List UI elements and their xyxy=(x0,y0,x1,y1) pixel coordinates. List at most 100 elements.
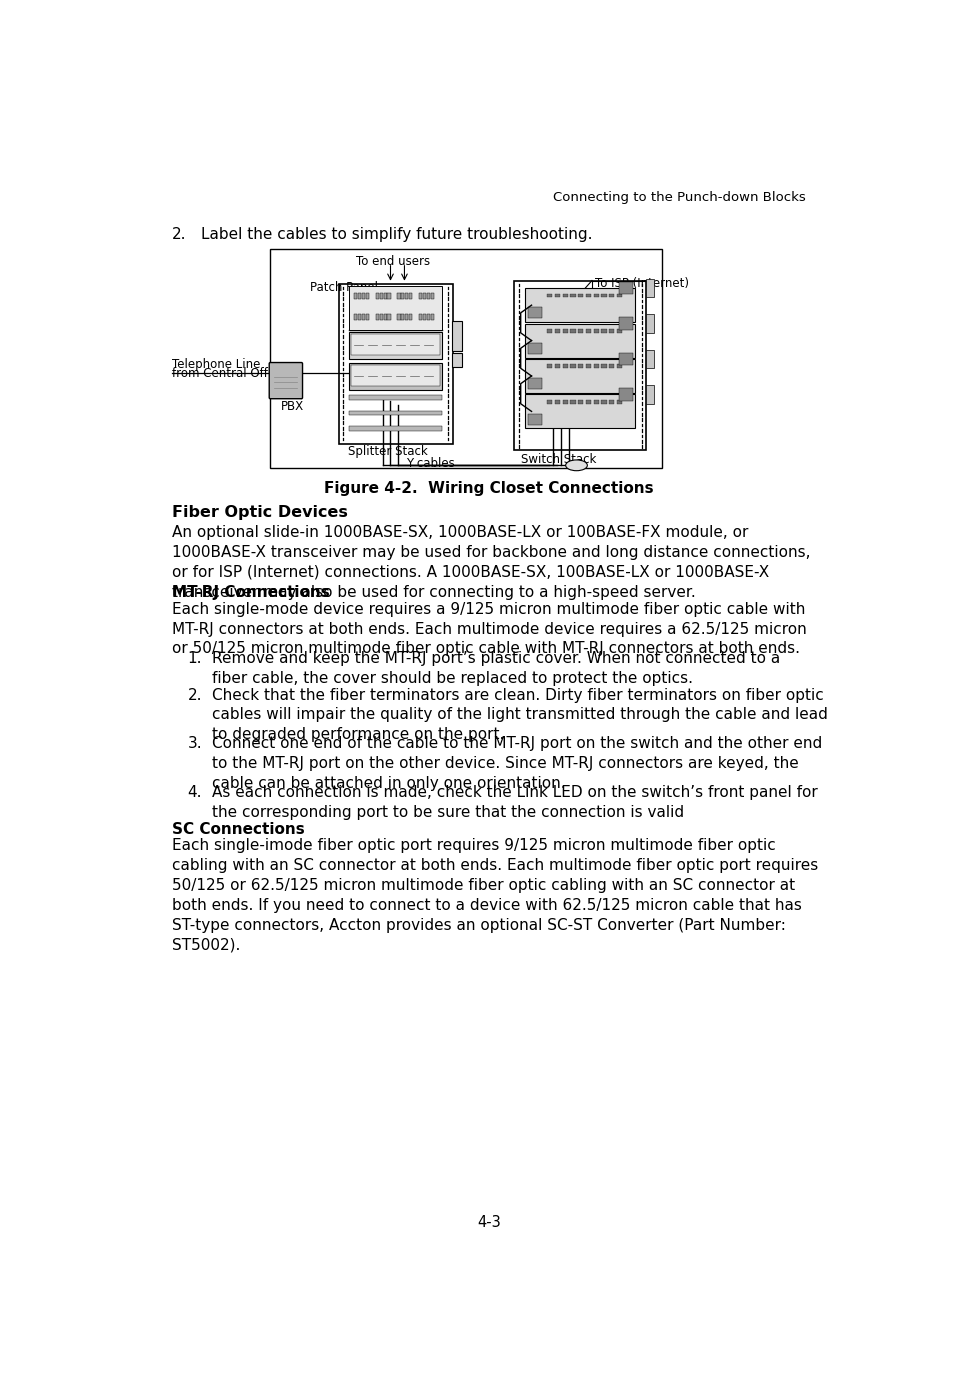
Bar xyxy=(528,379,542,389)
Bar xyxy=(525,394,635,429)
Text: As each connection is made, check the Link LED on the switch’s front panel for
t: As each connection is made, check the Li… xyxy=(212,786,817,820)
Bar xyxy=(608,294,614,297)
Bar xyxy=(357,293,360,298)
Text: 2.: 2. xyxy=(172,226,186,242)
Bar xyxy=(361,293,365,298)
Bar xyxy=(562,365,567,368)
Bar xyxy=(270,248,661,468)
Bar xyxy=(617,365,621,368)
Text: Label the cables to simplify future troubleshooting.: Label the cables to simplify future trou… xyxy=(200,226,592,242)
Bar xyxy=(349,396,441,400)
Bar xyxy=(562,329,567,333)
Bar xyxy=(409,293,412,298)
FancyBboxPatch shape xyxy=(269,362,302,398)
Text: Y cables: Y cables xyxy=(406,457,455,471)
Bar xyxy=(401,314,404,319)
Bar xyxy=(593,400,598,404)
Bar xyxy=(578,294,583,297)
Bar xyxy=(578,365,583,368)
Bar xyxy=(608,329,614,333)
Bar xyxy=(349,426,441,430)
Bar xyxy=(555,294,559,297)
Bar xyxy=(375,314,378,319)
Bar xyxy=(555,329,559,333)
Text: Figure 4-2.  Wiring Closet Connections: Figure 4-2. Wiring Closet Connections xyxy=(324,480,653,496)
Bar xyxy=(546,294,552,297)
Bar xyxy=(617,329,621,333)
Bar xyxy=(452,321,461,351)
Bar xyxy=(418,314,422,319)
Text: from Central Office: from Central Office xyxy=(172,366,285,380)
Bar xyxy=(600,294,606,297)
Text: 1.: 1. xyxy=(187,651,202,666)
Text: Connect one end of the cable to the MT-RJ port on the switch and the other end
t: Connect one end of the cable to the MT-R… xyxy=(212,737,821,791)
Bar xyxy=(618,389,633,401)
Bar xyxy=(379,314,382,319)
Bar xyxy=(570,400,575,404)
Bar xyxy=(431,314,434,319)
Bar xyxy=(383,293,386,298)
Bar xyxy=(427,293,430,298)
Text: Switch Stack: Switch Stack xyxy=(520,452,596,466)
Bar xyxy=(528,414,542,425)
Text: Connecting to the Punch-down Blocks: Connecting to the Punch-down Blocks xyxy=(553,192,805,204)
Bar xyxy=(608,365,614,368)
Text: Check that the fiber terminators are clean. Dirty fiber terminators on fiber opt: Check that the fiber terminators are cle… xyxy=(212,687,827,743)
Bar xyxy=(409,314,412,319)
Text: 3.: 3. xyxy=(187,737,202,751)
Bar xyxy=(397,314,400,319)
Bar xyxy=(383,314,386,319)
Bar xyxy=(585,400,591,404)
Bar xyxy=(645,350,654,368)
Bar xyxy=(585,365,591,368)
Bar xyxy=(546,365,552,368)
Bar xyxy=(645,315,654,333)
Bar xyxy=(528,343,542,354)
Bar xyxy=(418,293,422,298)
Text: Junk: Junk xyxy=(429,340,440,344)
Bar xyxy=(354,314,356,319)
Text: Remove and keep the MT-RJ port’s plastic cover. When not connected to a
fiber ca: Remove and keep the MT-RJ port’s plastic… xyxy=(212,651,780,686)
Bar xyxy=(422,293,426,298)
Bar xyxy=(338,283,452,444)
Bar xyxy=(593,365,598,368)
Text: SC Connections: SC Connections xyxy=(172,822,304,837)
Bar xyxy=(427,314,430,319)
Bar xyxy=(525,289,635,322)
Bar xyxy=(422,314,426,319)
Bar xyxy=(351,335,439,355)
Bar xyxy=(349,332,441,359)
Bar xyxy=(405,314,408,319)
Bar xyxy=(357,314,360,319)
Bar xyxy=(361,314,365,319)
Bar xyxy=(452,353,461,366)
Bar xyxy=(585,329,591,333)
Bar xyxy=(562,400,567,404)
Bar xyxy=(375,293,378,298)
Bar xyxy=(546,329,552,333)
Bar xyxy=(405,293,408,298)
Bar xyxy=(379,293,382,298)
Bar xyxy=(555,365,559,368)
Bar xyxy=(618,282,633,294)
Text: Splitter Stack: Splitter Stack xyxy=(348,446,427,458)
Text: An optional slide-in 1000BASE-SX, 1000BASE-LX or 100BASE-FX module, or
1000BASE-: An optional slide-in 1000BASE-SX, 1000BA… xyxy=(172,526,810,600)
Text: Fiber Optic Devices: Fiber Optic Devices xyxy=(172,505,348,520)
Bar xyxy=(397,293,400,298)
Bar xyxy=(562,294,567,297)
Bar xyxy=(570,365,575,368)
Bar xyxy=(617,400,621,404)
Bar xyxy=(555,400,559,404)
Text: To end users: To end users xyxy=(355,255,429,268)
Bar xyxy=(600,365,606,368)
Bar xyxy=(525,323,635,358)
Bar xyxy=(578,329,583,333)
Bar xyxy=(600,400,606,404)
Bar xyxy=(387,314,390,319)
Text: Junk: Junk xyxy=(429,371,440,376)
Bar xyxy=(351,365,439,386)
Text: Each single-mode device requires a 9/125 micron multimode fiber optic cable with: Each single-mode device requires a 9/125… xyxy=(172,602,806,657)
Bar xyxy=(600,329,606,333)
Bar xyxy=(354,293,356,298)
Bar xyxy=(645,279,654,297)
